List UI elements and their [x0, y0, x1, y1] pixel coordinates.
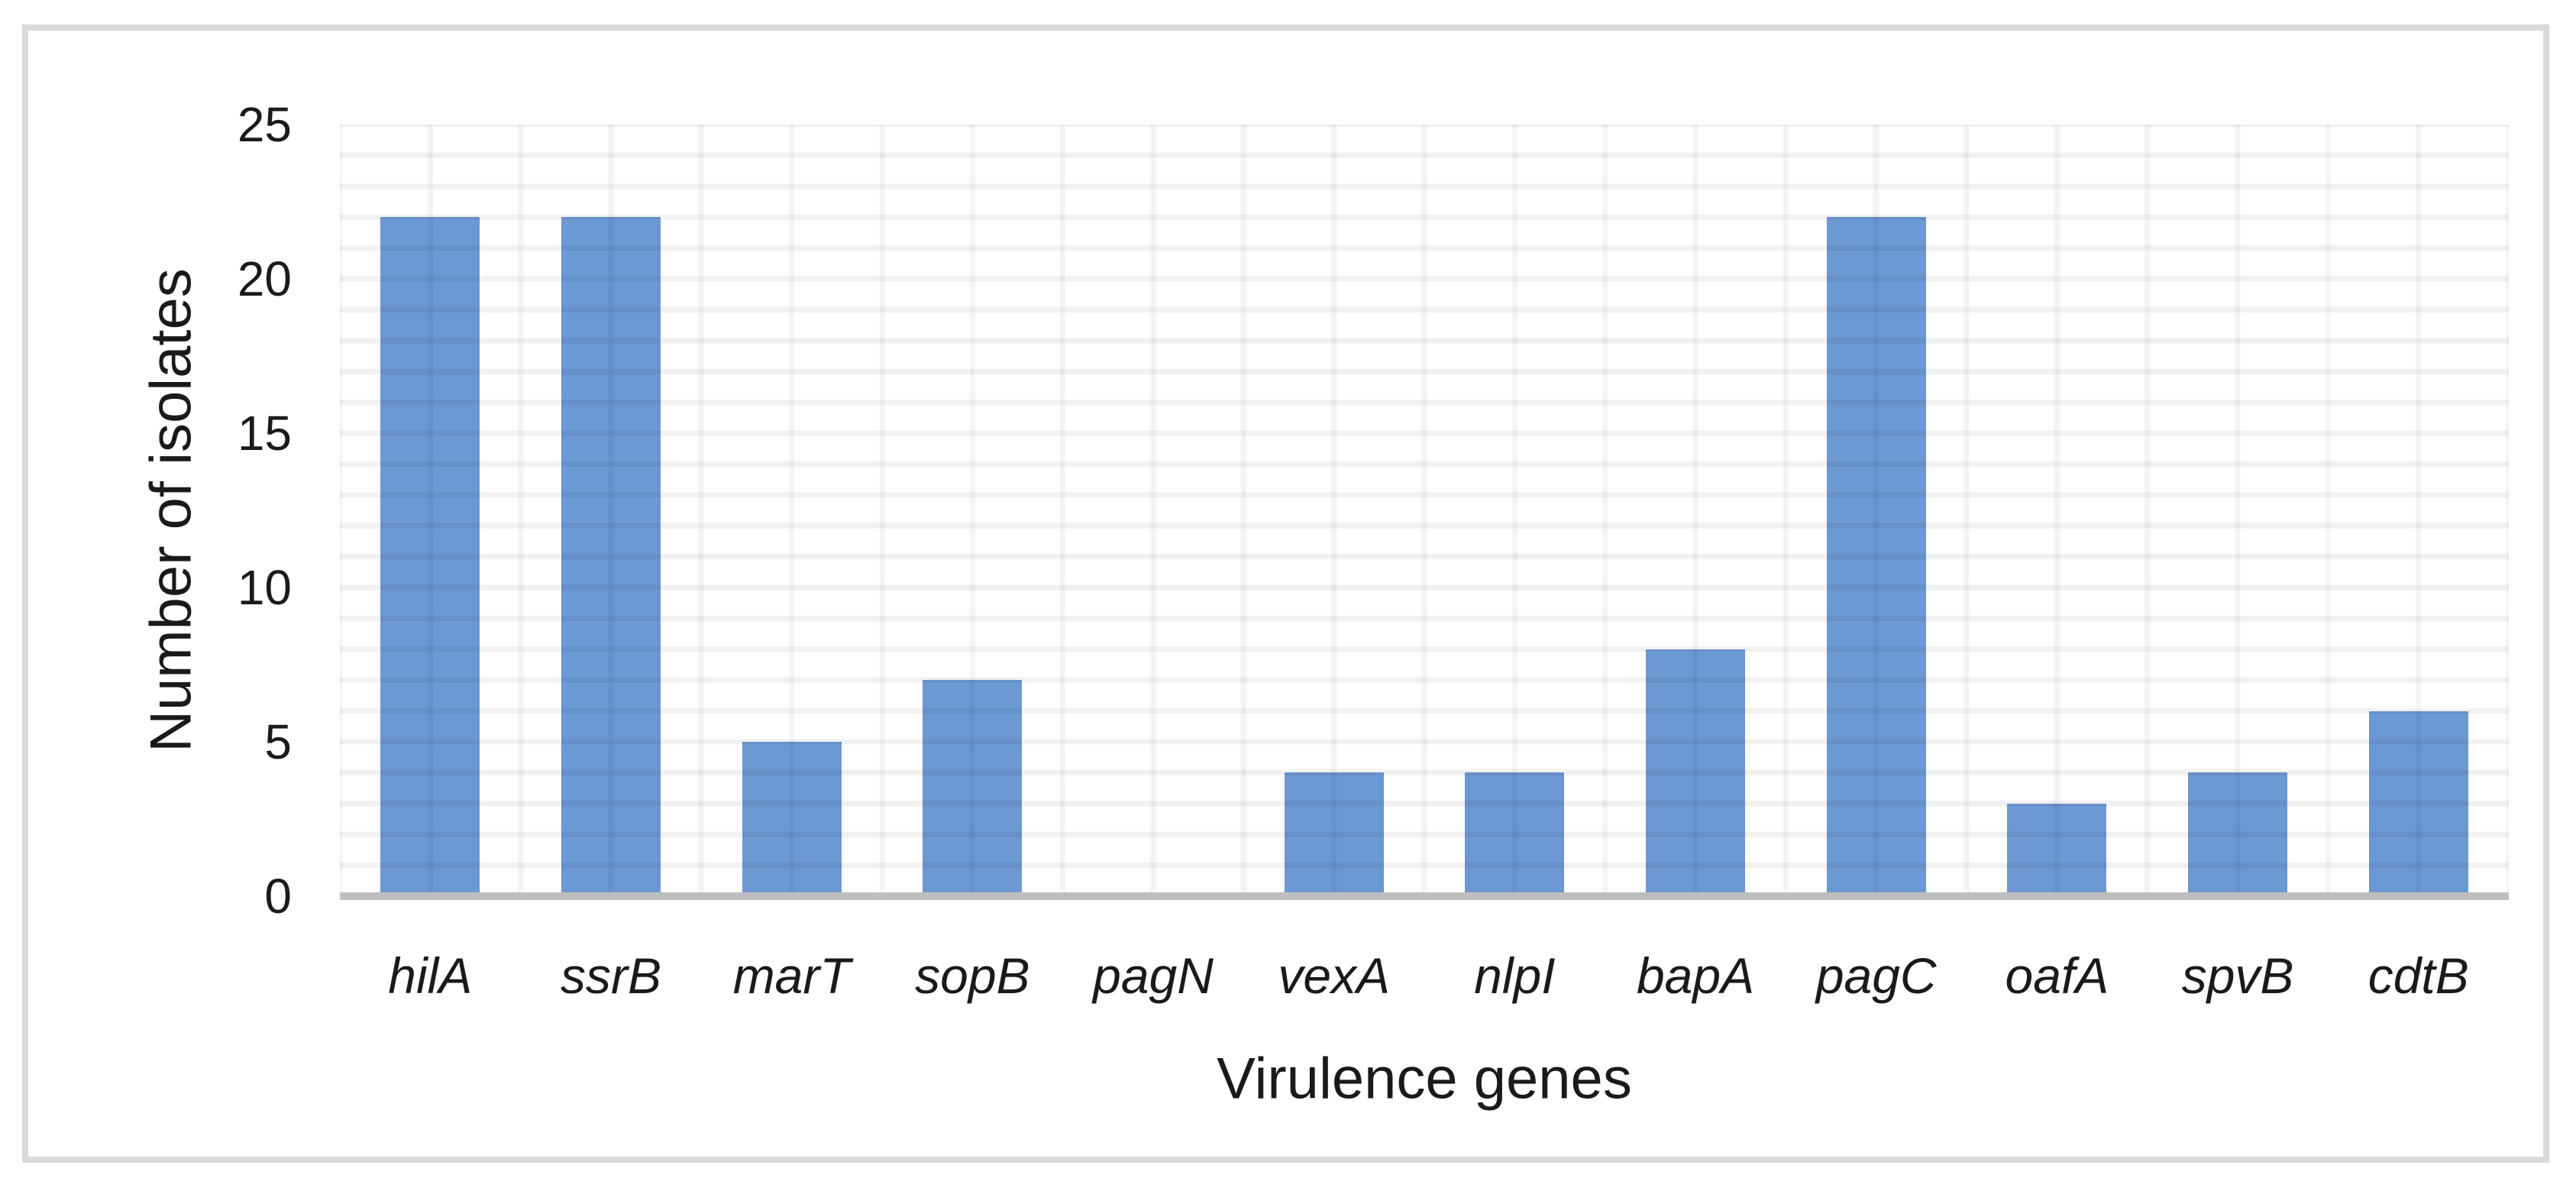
- bar-bapA: [1646, 649, 1745, 896]
- bar-cdtB: [2368, 711, 2468, 896]
- y-tick-label-0: 0: [264, 869, 292, 924]
- plot-area: [340, 125, 2509, 900]
- y-tick-label-25: 25: [237, 97, 292, 152]
- bar-ssrB: [561, 217, 661, 896]
- x-tick-label-oafA: oafA: [2005, 947, 2109, 1004]
- bars-layer: [340, 125, 2509, 896]
- x-tick-label-marT: marT: [732, 947, 851, 1004]
- x-axis-tick-labels: hilA ssrB marT sopB pagN vexA nlpI bapA pagC oafA…: [340, 946, 2509, 1005]
- bar-vexA: [1284, 772, 1384, 896]
- x-tick-label-pagC: pagC: [1815, 947, 1937, 1004]
- bar-sopB: [923, 680, 1023, 896]
- x-axis-title: Virulence genes: [1217, 1046, 1632, 1112]
- x-tick-label-cdtB: cdtB: [2368, 947, 2469, 1004]
- x-tick-label-bapA: bapA: [1636, 947, 1755, 1004]
- x-tick-label-spvB: spvB: [2181, 947, 2294, 1004]
- bar-spvB: [2188, 772, 2287, 896]
- y-tick-label-15: 15: [237, 406, 292, 461]
- x-tick-label-pagN: pagN: [1093, 947, 1214, 1004]
- bar-pagC: [1826, 217, 1926, 896]
- y-tick-label-10: 10: [237, 560, 292, 615]
- bar-oafA: [2007, 803, 2107, 896]
- chart-figure: Number of isolates 0 5 10 15 20 25 hilA ssrB ma…: [22, 24, 2549, 1163]
- x-tick-label-vexA: vexA: [1278, 947, 1391, 1004]
- x-tick-label-sopB: sopB: [915, 947, 1030, 1004]
- x-axis-line: [340, 892, 2509, 900]
- x-tick-label-hilA: hilA: [388, 947, 473, 1004]
- bar-marT: [742, 742, 842, 896]
- x-tick-label-nlpI: nlpI: [1474, 947, 1556, 1004]
- bar-hilA: [380, 217, 480, 896]
- x-tick-label-ssrB: ssrB: [561, 947, 661, 1004]
- y-tick-label-20: 20: [237, 251, 292, 306]
- y-axis-title: Number of isolates: [138, 268, 204, 753]
- bar-nlpI: [1465, 772, 1565, 896]
- y-tick-label-5: 5: [264, 714, 292, 769]
